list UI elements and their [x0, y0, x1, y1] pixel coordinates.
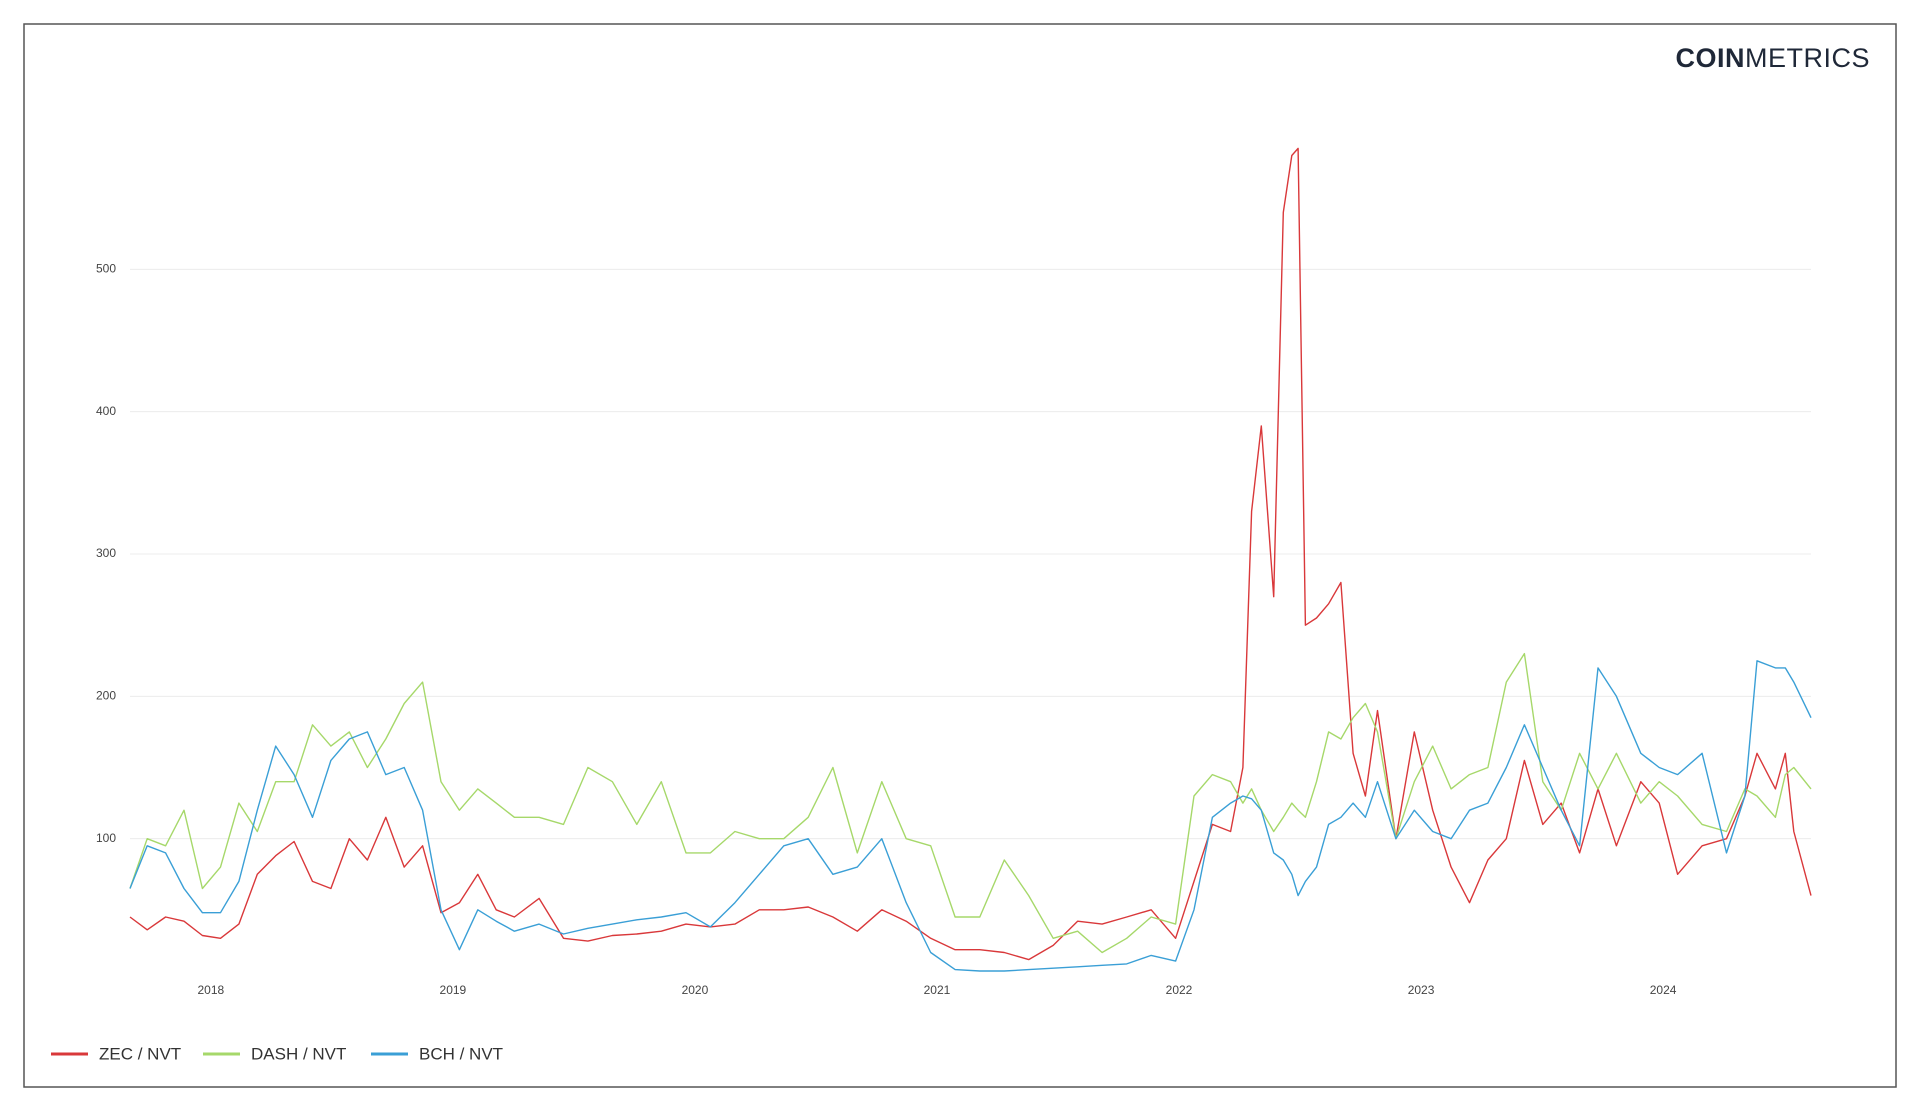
x-tick-label: 2023 [1408, 983, 1435, 997]
brand-logo: COINMETRICS [1676, 43, 1871, 73]
x-tick-label: 2024 [1650, 983, 1677, 997]
x-tick-label: 2019 [440, 983, 467, 997]
legend-label: DASH / NVT [251, 1044, 346, 1063]
y-tick-label: 200 [96, 689, 116, 703]
y-tick-label: 400 [96, 404, 116, 418]
brand-light: METRICS [1745, 43, 1870, 73]
x-tick-label: 2021 [924, 983, 951, 997]
legend-label: BCH / NVT [419, 1044, 503, 1063]
series-line [129, 652, 1812, 954]
chart-frame [23, 23, 1897, 1088]
y-tick-label: 100 [96, 831, 116, 845]
x-tick-label: 2018 [197, 983, 224, 997]
x-tick-label: 2020 [682, 983, 709, 997]
y-tick-label: 500 [96, 262, 116, 276]
x-tick-label: 2022 [1166, 983, 1193, 997]
series-line [129, 147, 1812, 961]
series-line [129, 660, 1812, 972]
legend-label: ZEC / NVT [99, 1044, 181, 1063]
y-tick-label: 300 [96, 546, 116, 560]
brand-bold: COIN [1676, 43, 1746, 73]
